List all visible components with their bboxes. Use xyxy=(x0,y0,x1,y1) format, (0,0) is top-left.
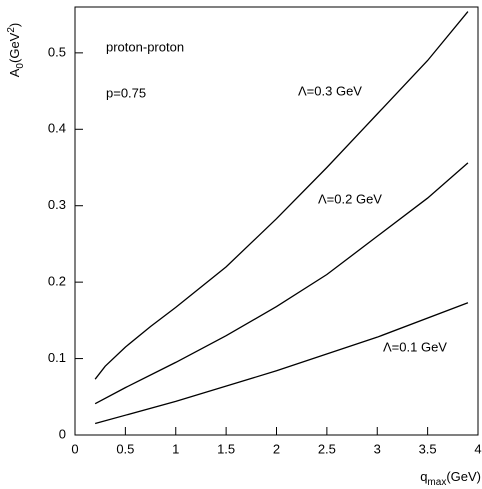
y-tick-label: 0 xyxy=(59,426,66,441)
line xyxy=(94,11,469,380)
annotation: proton-proton xyxy=(106,39,184,54)
x-tick-label: 3 xyxy=(374,441,381,456)
x-tick-label: 1.5 xyxy=(217,441,235,456)
x-tick-label: 1 xyxy=(172,441,179,456)
x-tick-label: 2.5 xyxy=(318,441,336,456)
y-label-part: (GeV xyxy=(7,32,22,63)
series-label: Λ=0.1 GeV xyxy=(383,339,447,354)
x-label-part: (GeV) xyxy=(446,469,481,484)
annotation: p=0.75 xyxy=(106,85,146,100)
x-axis-label: qmax(GeV) xyxy=(420,469,481,487)
y-tick-label: 0.4 xyxy=(48,121,66,136)
x-tick-label: 0.5 xyxy=(116,441,134,456)
x-label-sub: max xyxy=(427,477,446,488)
x-tick-label: 2 xyxy=(273,441,280,456)
series-label: Λ=0.2 GeV xyxy=(318,191,382,206)
line xyxy=(94,162,469,405)
y-tick-label: 0.5 xyxy=(48,44,66,59)
x-label-part: q xyxy=(420,469,427,484)
x-tick-label: 0 xyxy=(71,441,78,456)
y-tick-label: 0.2 xyxy=(48,274,66,289)
y-axis-label: A0(GeV2) xyxy=(6,23,26,77)
y-label-sub: 0 xyxy=(15,63,26,69)
y-label-part: ) xyxy=(7,23,22,27)
y-tick-label: 0.1 xyxy=(48,350,66,365)
x-tick-label: 4 xyxy=(474,441,481,456)
line xyxy=(94,302,469,425)
series-label: Λ=0.3 GeV xyxy=(298,83,362,98)
y-label-part: A xyxy=(7,68,22,77)
x-tick-label: 3.5 xyxy=(419,441,437,456)
y-tick-label: 0.3 xyxy=(48,197,66,212)
y-label-sup: 2 xyxy=(6,27,17,33)
